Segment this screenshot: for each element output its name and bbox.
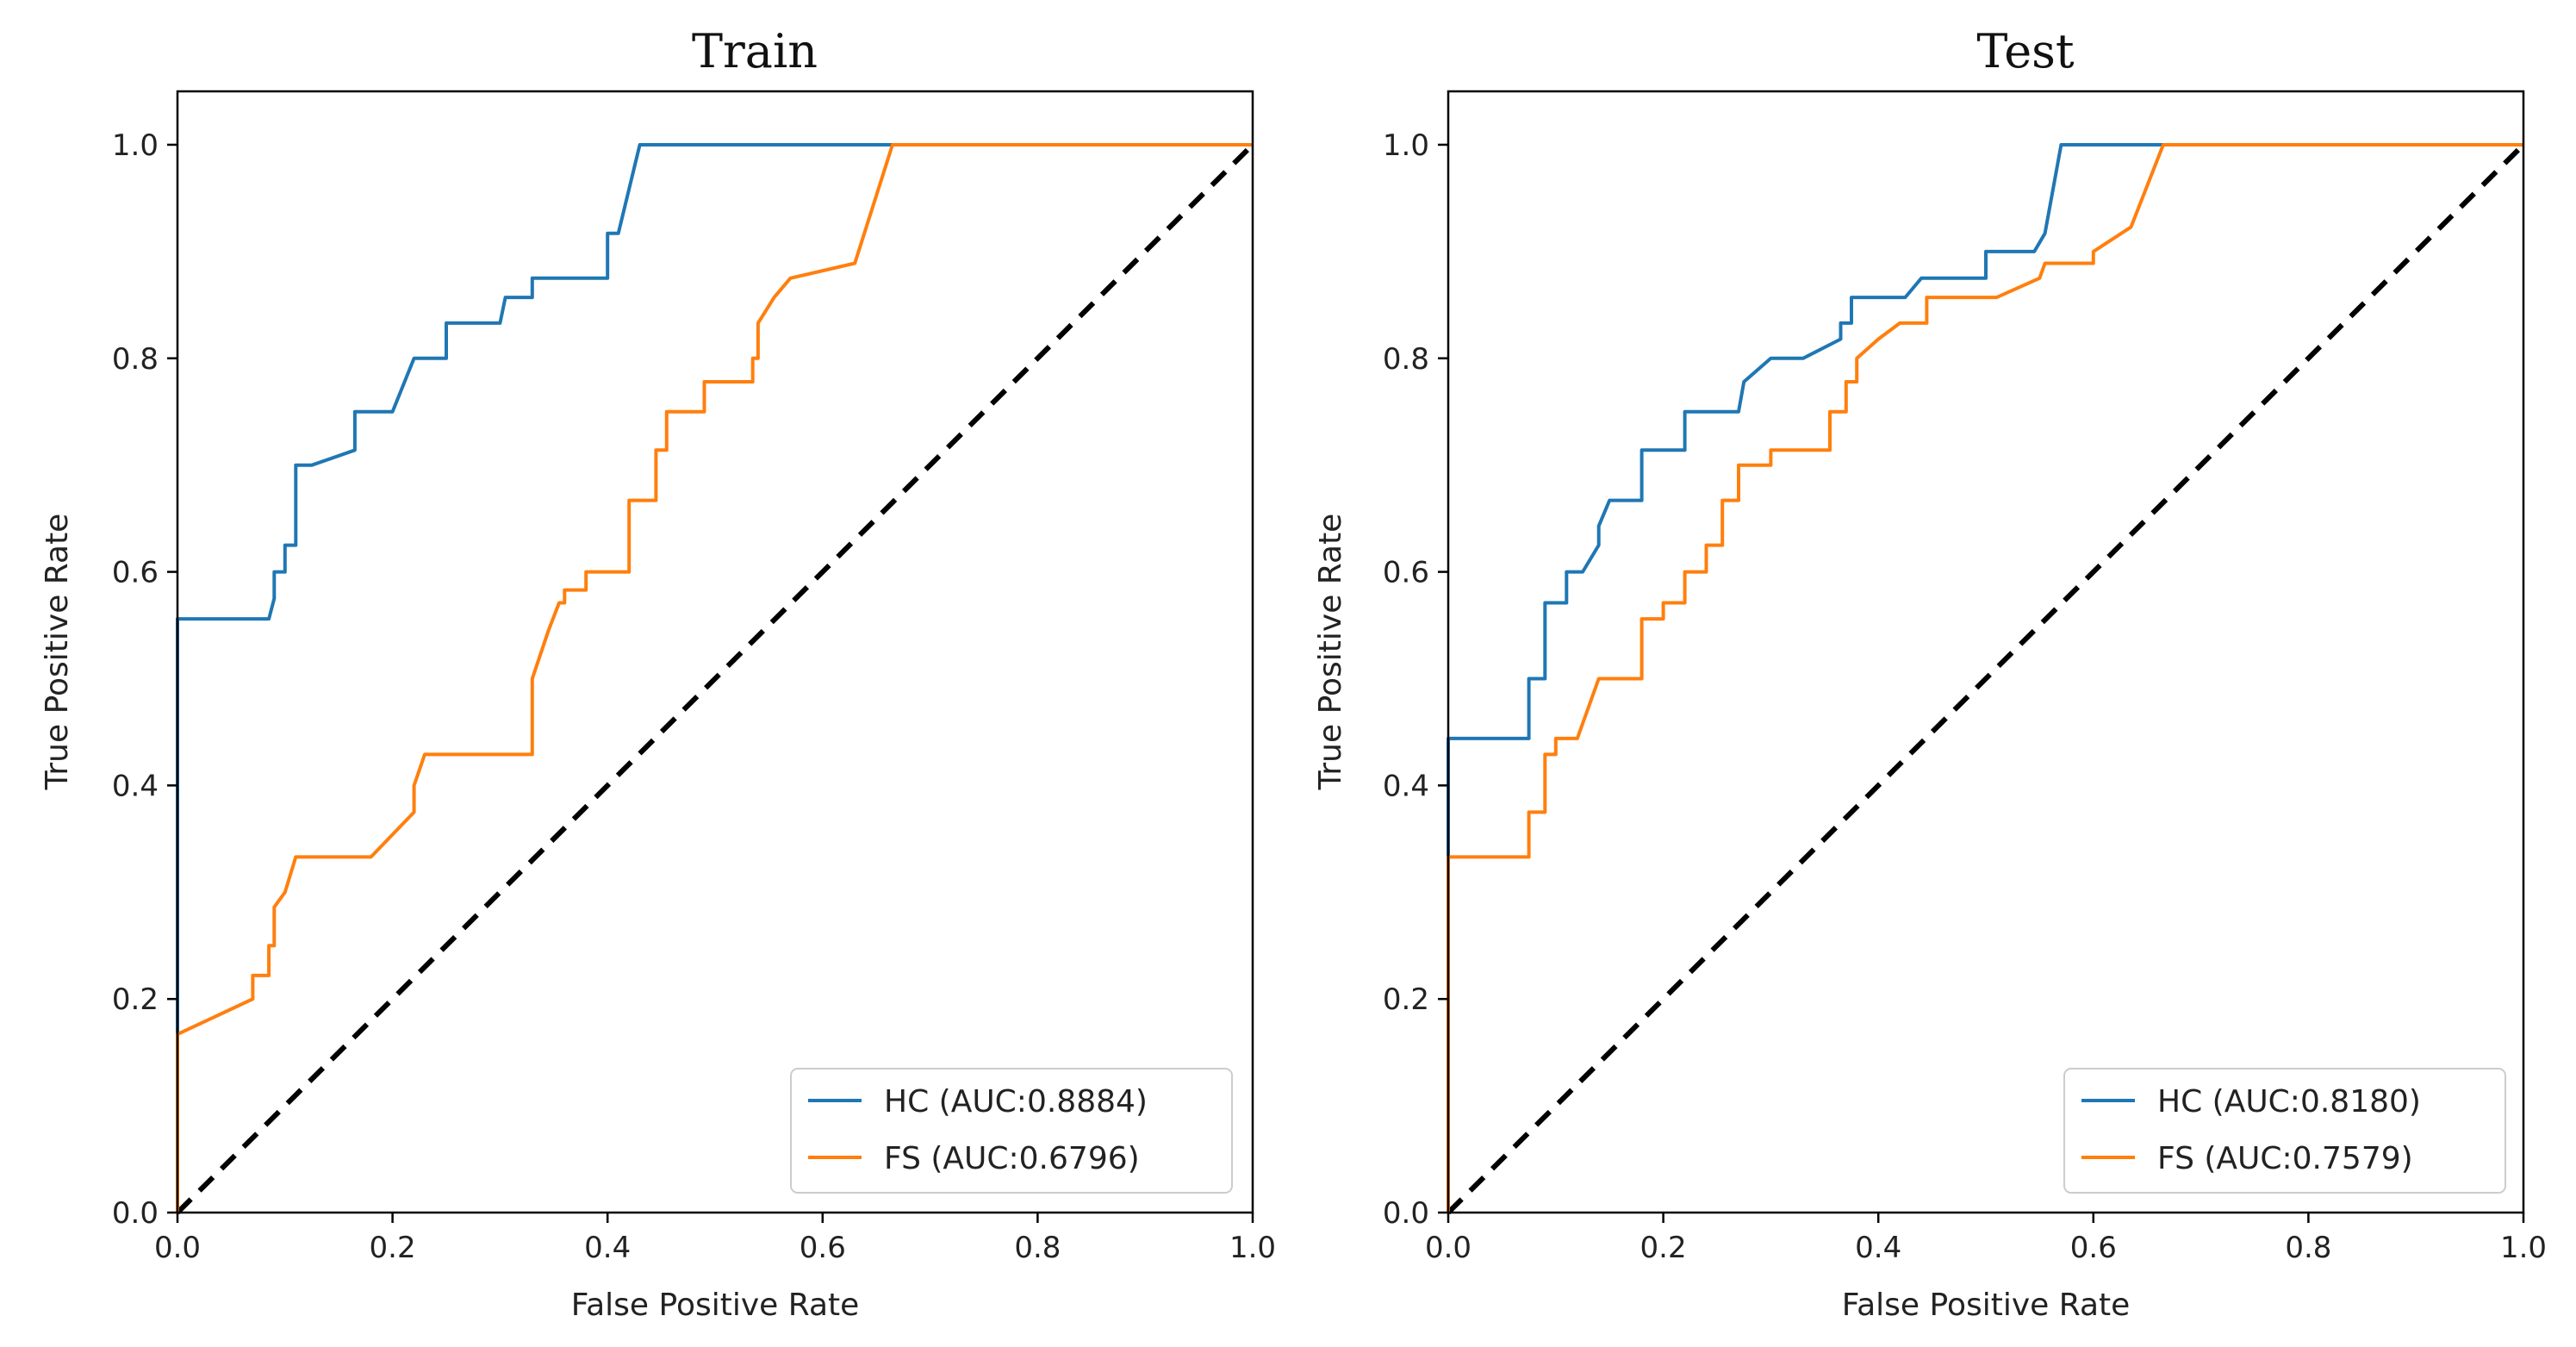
test-series-hc-line: [1447, 143, 2523, 1213]
train-legend-box: [790, 1068, 1233, 1194]
train-legend-hc-label: HC (AUC:0.8884): [884, 1084, 1148, 1119]
train-legend-fs-label: FS (AUC:0.6796): [884, 1141, 1140, 1176]
test-y-tick-label: 0.0: [1383, 1196, 1429, 1231]
train-y-tick-label: 0.8: [112, 342, 159, 377]
test-x-tick-label: 1.0: [2500, 1231, 2547, 1265]
train-y-tick-label: 0.4: [112, 769, 159, 803]
train-y-tick-label: 1.0: [112, 128, 159, 163]
train-x-tick-label: 1.0: [1229, 1231, 1276, 1265]
train-legend: HC (AUC:0.8884) FS (AUC:0.6796): [790, 1068, 1233, 1194]
test-x-tick-label: 0.2: [1640, 1231, 1687, 1265]
train-x-tick-label: 0.4: [584, 1231, 631, 1265]
train-plot-frame: [176, 90, 1254, 1214]
train-x-tick-label: 0.0: [154, 1231, 201, 1265]
test-series-fs-line: [1447, 143, 2523, 1213]
train-chart-title: Train: [692, 24, 818, 78]
train-roc-panel: Train 0.0 0.2 0.4 0.6 0.8 1.0 0.0 0.2 0.4 0.6 0.8 1…: [40, 24, 1276, 1323]
train-series-hc-line: [176, 143, 1253, 1213]
test-legend-fs-label: FS (AUC:0.7579): [2157, 1141, 2413, 1176]
test-chance-diagonal: [1446, 142, 2526, 1215]
test-chart-title: Test: [1976, 24, 2074, 78]
test-legend: HC (AUC:0.8180) FS (AUC:0.7579): [2063, 1068, 2506, 1194]
test-x-tick-label: 0.8: [2285, 1231, 2331, 1265]
test-y-tick-label: 0.4: [1383, 769, 1429, 803]
train-x-tick-label: 0.8: [1014, 1231, 1061, 1265]
train-y-axis-label: True Positive Rate: [40, 514, 75, 791]
train-y-tick-label: 0.2: [112, 982, 159, 1017]
train-y-tick-label: 0.0: [112, 1196, 159, 1231]
train-series-fs-line: [176, 143, 1253, 1213]
test-x-axis-label: False Positive Rate: [1842, 1288, 2131, 1323]
test-y-tick-label: 1.0: [1383, 128, 1429, 163]
test-y-tick-label: 0.2: [1383, 982, 1429, 1017]
test-legend-hc-label: HC (AUC:0.8180): [2157, 1084, 2421, 1119]
test-x-tick-label: 0.6: [2070, 1231, 2117, 1265]
train-y-tick-label: 0.6: [112, 556, 159, 590]
test-y-tick-label: 0.6: [1383, 556, 1429, 590]
train-x-tick-label: 0.6: [800, 1231, 846, 1265]
train-x-tick-label: 0.2: [370, 1231, 416, 1265]
test-x-tick-label: 0.4: [1855, 1231, 1901, 1265]
test-plot-frame: [1447, 90, 2525, 1214]
train-x-axis-label: False Positive Rate: [571, 1288, 860, 1323]
train-chance-diagonal: [175, 142, 1255, 1215]
test-roc-panel: Test 0.0 0.2 0.4 0.6 0.8 1.0 0.0 0.2 0.4 0.6 0.8 1.…: [1313, 24, 2547, 1323]
test-y-tick-label: 0.8: [1383, 342, 1429, 377]
test-legend-box: [2063, 1068, 2506, 1194]
test-x-tick-label: 0.0: [1425, 1231, 1472, 1265]
test-y-axis-label: True Positive Rate: [1313, 514, 1348, 791]
